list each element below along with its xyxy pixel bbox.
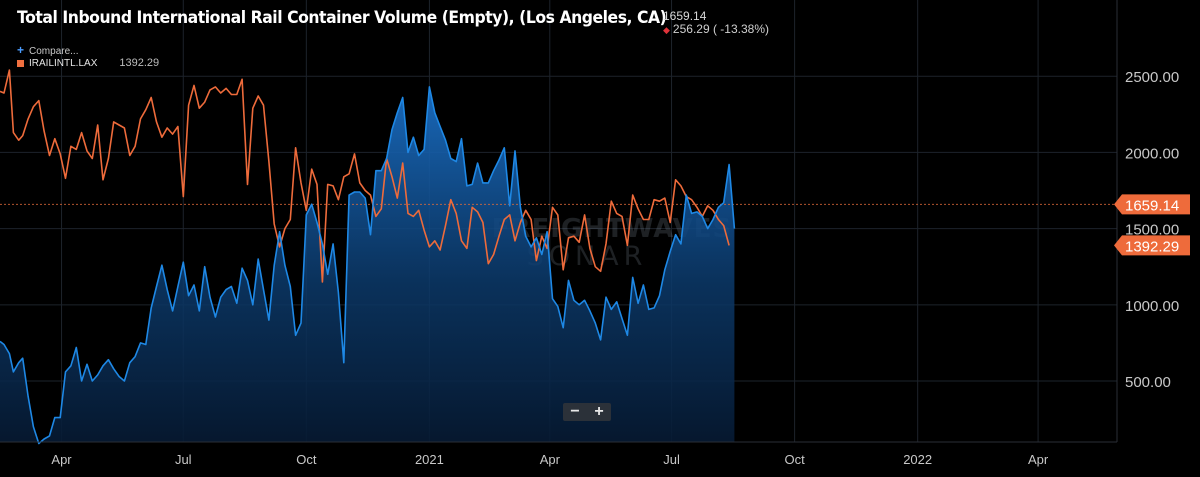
y-tick-label: 2000.00	[1125, 145, 1179, 162]
compare-series-line[interactable]	[0, 69, 730, 283]
compare-button[interactable]: + Compare...	[17, 43, 78, 57]
legend-swatch	[17, 59, 24, 67]
price-label-text: 1392.29	[1125, 238, 1179, 255]
y-tick-label: 2500.00	[1125, 69, 1179, 86]
x-tick-label: Oct	[296, 452, 317, 467]
y-tick-label: 1500.00	[1125, 222, 1179, 239]
primary-series-area	[0, 86, 735, 444]
x-tick-label: Apr	[1028, 452, 1049, 467]
price-label-bg	[1114, 235, 1190, 256]
change-text: 256.29 ( -13.38%)	[672, 22, 769, 36]
compare-end-label: 1392.29	[1114, 235, 1190, 256]
legend-label: IRAILINTL.LAX	[29, 57, 98, 69]
x-tick-label: Jul	[663, 452, 680, 467]
change-readout: ◆ 256.29 ( -13.38%)	[663, 22, 769, 36]
price-label-bg	[1114, 194, 1190, 215]
y-tick-label: 1000.00	[1125, 298, 1179, 315]
compare-label: Compare...	[29, 46, 79, 57]
zoom-in-button[interactable]: +	[594, 403, 604, 420]
y-axis: 500.00 1000.00 1500.00 2000.00 2500.00	[1125, 69, 1179, 391]
current-value: 1659.14	[663, 9, 707, 23]
x-tick-label: 2021	[415, 452, 444, 467]
x-tick-label: Jul	[175, 452, 192, 467]
legend-item-compare[interactable]: IRAILINTL.LAX 1392.29	[17, 57, 159, 69]
x-tick-label: Apr	[51, 452, 72, 467]
x-tick-label: Oct	[784, 452, 805, 467]
primary-end-label: 1659.14	[1114, 194, 1190, 215]
x-tick-label: Apr	[540, 452, 561, 467]
grid-lines	[0, 0, 1117, 442]
chart-title: Total Inbound International Rail Contain…	[17, 8, 667, 28]
price-label-text: 1659.14	[1125, 197, 1179, 214]
price-labels: 1659.14 1392.29	[1114, 194, 1190, 256]
zoom-controls: − +	[563, 403, 611, 421]
zoom-out-button[interactable]: −	[570, 403, 580, 420]
down-triangle-icon: ◆	[663, 25, 670, 35]
legend-value: 1392.29	[119, 57, 160, 69]
y-tick-label: 500.00	[1125, 374, 1171, 391]
plus-icon: +	[17, 43, 25, 57]
x-axis: Apr Jul Oct 2021 Apr Jul Oct 2022 Apr	[51, 452, 1048, 467]
primary-series-line[interactable]	[0, 86, 736, 445]
x-tick-label: 2022	[903, 452, 932, 467]
